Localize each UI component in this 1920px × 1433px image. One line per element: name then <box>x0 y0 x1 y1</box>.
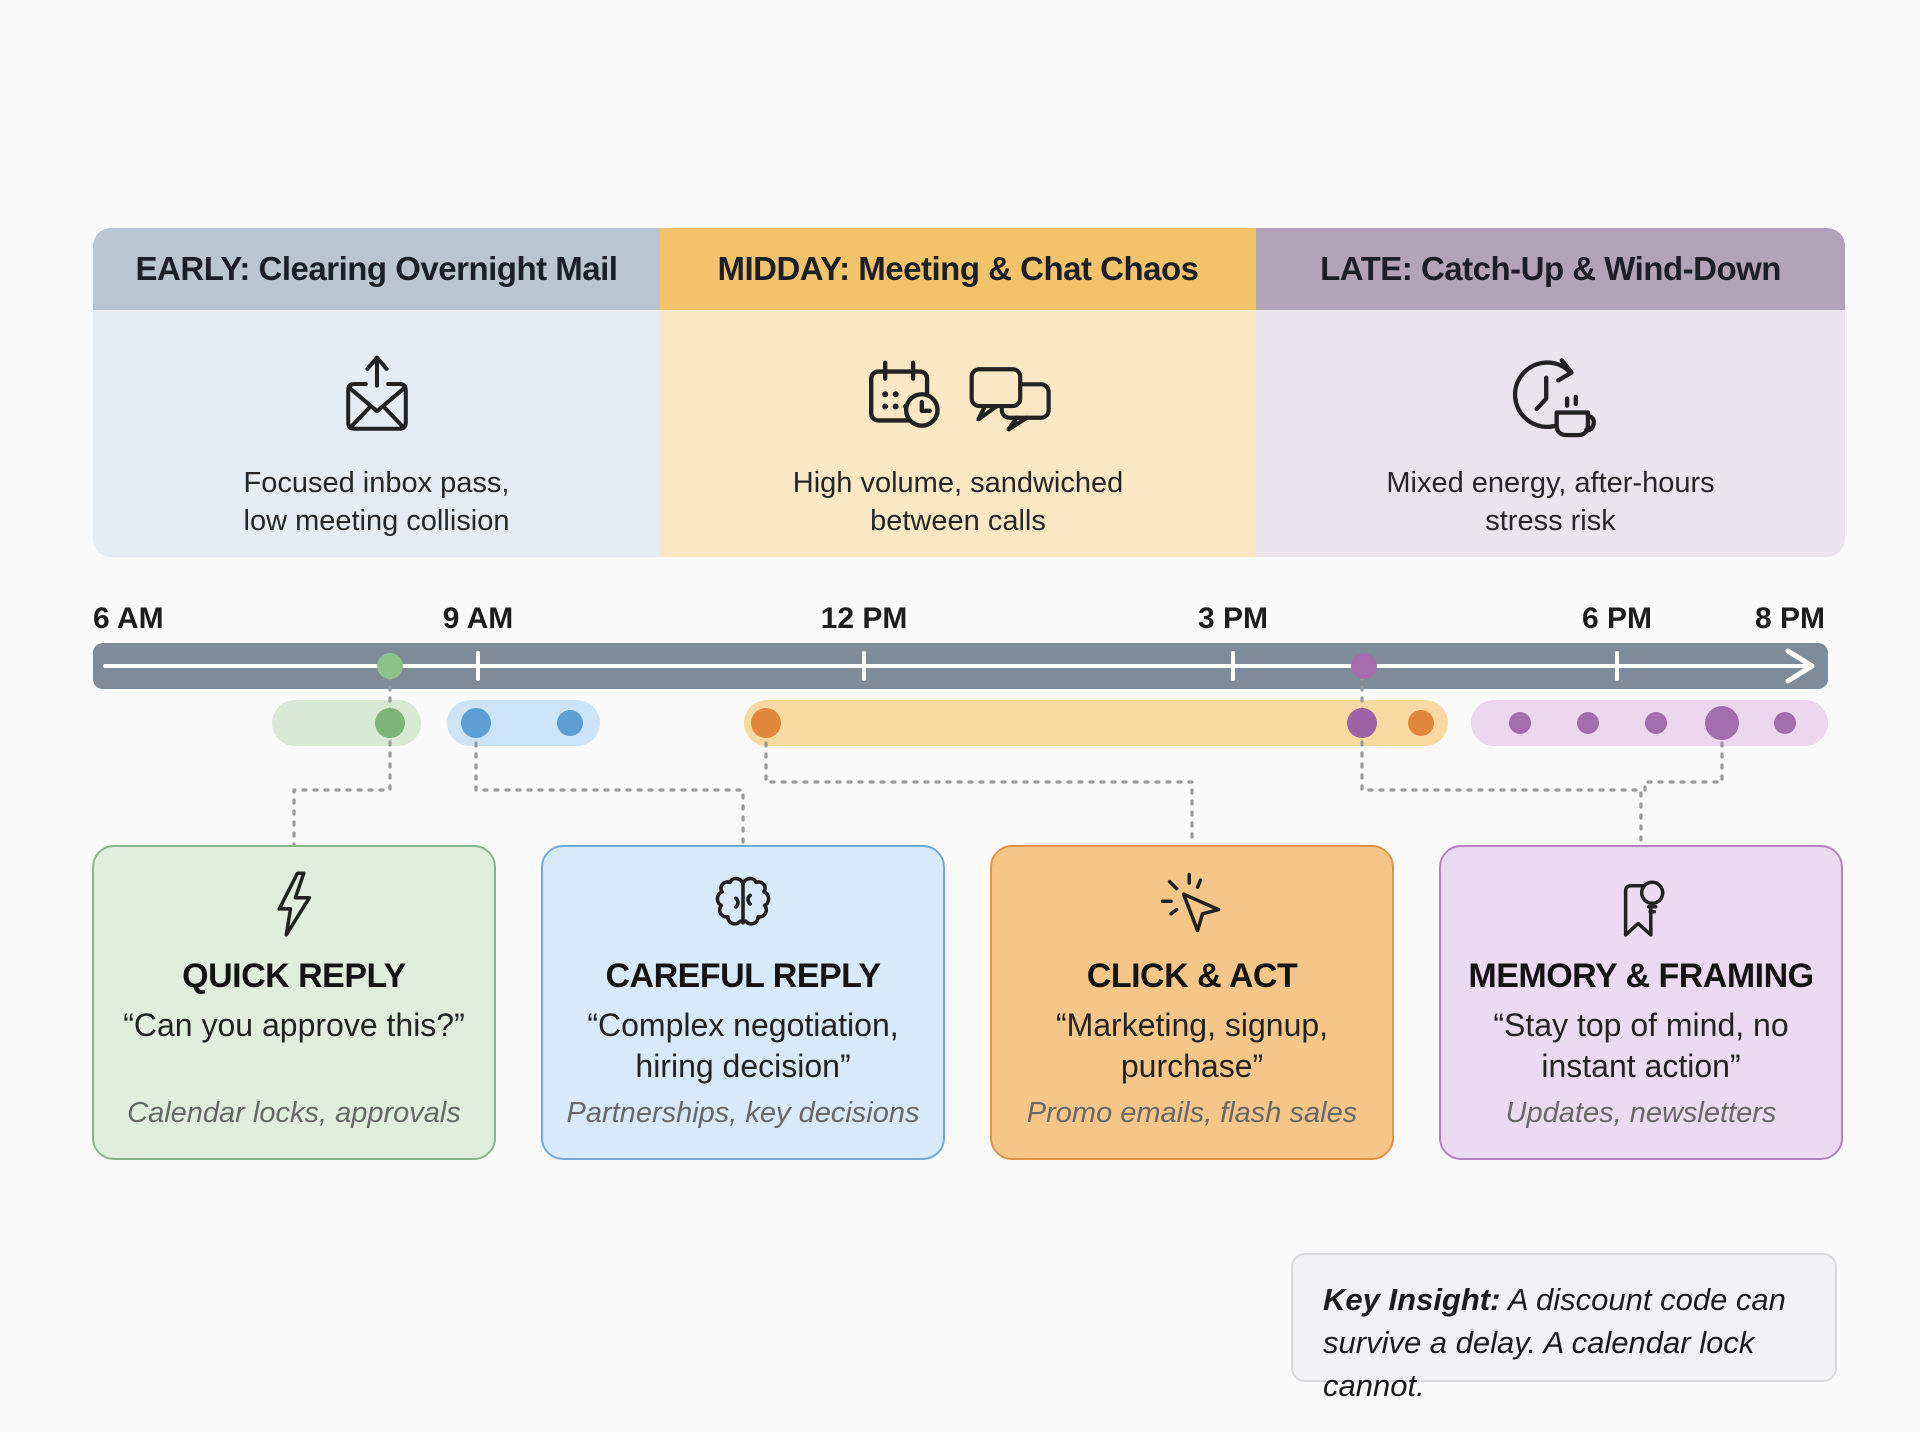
pill-dot-orange-2 <box>1408 710 1434 736</box>
time-label-6pm: 6 PM <box>1581 602 1653 635</box>
connector-careful-reply <box>474 730 745 847</box>
bookmark-bulb-icon <box>1606 863 1676 945</box>
card-click-act: CLICK & ACT “Marketing, signup, purchase… <box>990 845 1394 1160</box>
pill-dot-lavender-3 <box>1645 712 1667 734</box>
card-careful-reply-quote: “Complex negotiation, hiring decision” <box>587 1007 899 1084</box>
timeline-tick-6pm <box>1615 651 1619 681</box>
card-memory-framing-title: MEMORY & FRAMING <box>1468 957 1814 995</box>
band-early-body: Focused inbox pass, low meeting collisio… <box>93 310 660 557</box>
band-midday-body: High volume, sandwiched between calls <box>660 310 1256 557</box>
band-early-header: EARLY: Clearing Overnight Mail <box>93 228 660 310</box>
calendar-clock-icon <box>869 360 940 428</box>
band-late-header: LATE: Catch-Up & Wind-Down <box>1256 228 1845 310</box>
pill-dot-lavender-1 <box>1509 712 1531 734</box>
card-careful-reply: CAREFUL REPLY “Complex negotiation, hiri… <box>541 845 945 1160</box>
calendar-clock-and-chat-icon <box>859 348 1057 444</box>
brain-icon <box>707 863 779 945</box>
pill-dot-blue-2 <box>557 710 583 736</box>
card-memory-framing: MEMORY & FRAMING “Stay top of mind, no i… <box>1439 845 1843 1160</box>
pill-dot-green <box>375 708 405 738</box>
key-insight-box: Key Insight: A discount code can survive… <box>1291 1253 1837 1403</box>
pill-dot-orange-1 <box>751 708 781 738</box>
pill-dot-lavender-4 <box>1705 706 1739 740</box>
card-click-act-examples: Promo emails, flash sales <box>1026 1097 1358 1129</box>
pill-dot-purple <box>1347 708 1377 738</box>
band-late-title: LATE: Catch-Up & Wind-Down <box>1320 250 1781 287</box>
timeline-tick-9am <box>476 651 480 681</box>
key-insight-label: Key Insight: <box>1323 1282 1501 1317</box>
band-late: LATE: Catch-Up & Wind-Down Mixed energy,… <box>1256 228 1845 557</box>
band-late-body: Mixed energy, after-hours stress risk <box>1256 310 1845 557</box>
connector-click-act <box>764 730 1194 847</box>
time-label-6am: 6 AM <box>93 602 164 635</box>
band-midday-caption: High volume, sandwiched between calls <box>792 467 1124 538</box>
band-late-caption: Mixed energy, after-hours stress risk <box>1386 467 1715 538</box>
time-label-3pm: 3 PM <box>1197 602 1269 635</box>
card-memory-framing-examples: Updates, newsletters <box>1505 1097 1777 1129</box>
card-memory-framing-quote: “Stay top of mind, no instant action” <box>1493 1007 1789 1084</box>
timeline-tick-12pm <box>862 651 866 681</box>
card-quick-reply: QUICK REPLY “Can you approve this?” Cale… <box>92 845 496 1160</box>
card-quick-reply-examples: Calendar locks, approvals <box>127 1097 461 1129</box>
pill-dot-lavender-5 <box>1774 712 1796 734</box>
bar-dot-green <box>377 653 403 679</box>
timeline-axis-line <box>103 664 1808 668</box>
time-label-9am: 9 AM <box>442 602 514 635</box>
lightning-icon <box>259 863 329 945</box>
band-early-caption: Focused inbox pass, low meeting collisio… <box>243 467 510 538</box>
band-midday-header: MIDDAY: Meeting & Chat Chaos <box>660 228 1256 310</box>
chat-bubbles-icon <box>969 367 1051 432</box>
card-quick-reply-quote: “Can you approve this?” <box>123 1007 465 1043</box>
time-of-day-bands: EARLY: Clearing Overnight Mail Focused i… <box>93 228 1845 557</box>
card-quick-reply-title: QUICK REPLY <box>182 957 406 995</box>
bar-dot-purple <box>1351 653 1377 679</box>
card-careful-reply-examples: Partnerships, key decisions <box>566 1097 920 1129</box>
card-click-act-quote: “Marketing, signup, purchase” <box>1055 1007 1329 1084</box>
card-careful-reply-title: CAREFUL REPLY <box>605 957 882 995</box>
pill-dot-blue-1 <box>461 708 491 738</box>
cursor-click-icon <box>1157 863 1227 945</box>
band-early: EARLY: Clearing Overnight Mail Focused i… <box>93 228 660 557</box>
band-midday-title: MIDDAY: Meeting & Chat Chaos <box>717 250 1199 287</box>
band-early-title: EARLY: Clearing Overnight Mail <box>135 250 618 287</box>
activity-pill-orange <box>744 700 1448 746</box>
card-click-act-title: CLICK & ACT <box>1086 957 1298 995</box>
key-insight-text: A discount code can survive a delay. A c… <box>1323 1282 1786 1403</box>
clock-coffee-icon <box>1501 348 1601 444</box>
timeline-arrowhead-icon <box>1785 648 1815 684</box>
pill-dot-lavender-2 <box>1577 712 1599 734</box>
time-label-8pm: 8 PM <box>1754 602 1826 635</box>
mail-send-icon <box>329 348 425 444</box>
band-midday: MIDDAY: Meeting & Chat Chaos <box>660 228 1256 557</box>
timeline-tick-3pm <box>1231 651 1235 681</box>
time-label-12pm: 12 PM <box>820 602 908 635</box>
